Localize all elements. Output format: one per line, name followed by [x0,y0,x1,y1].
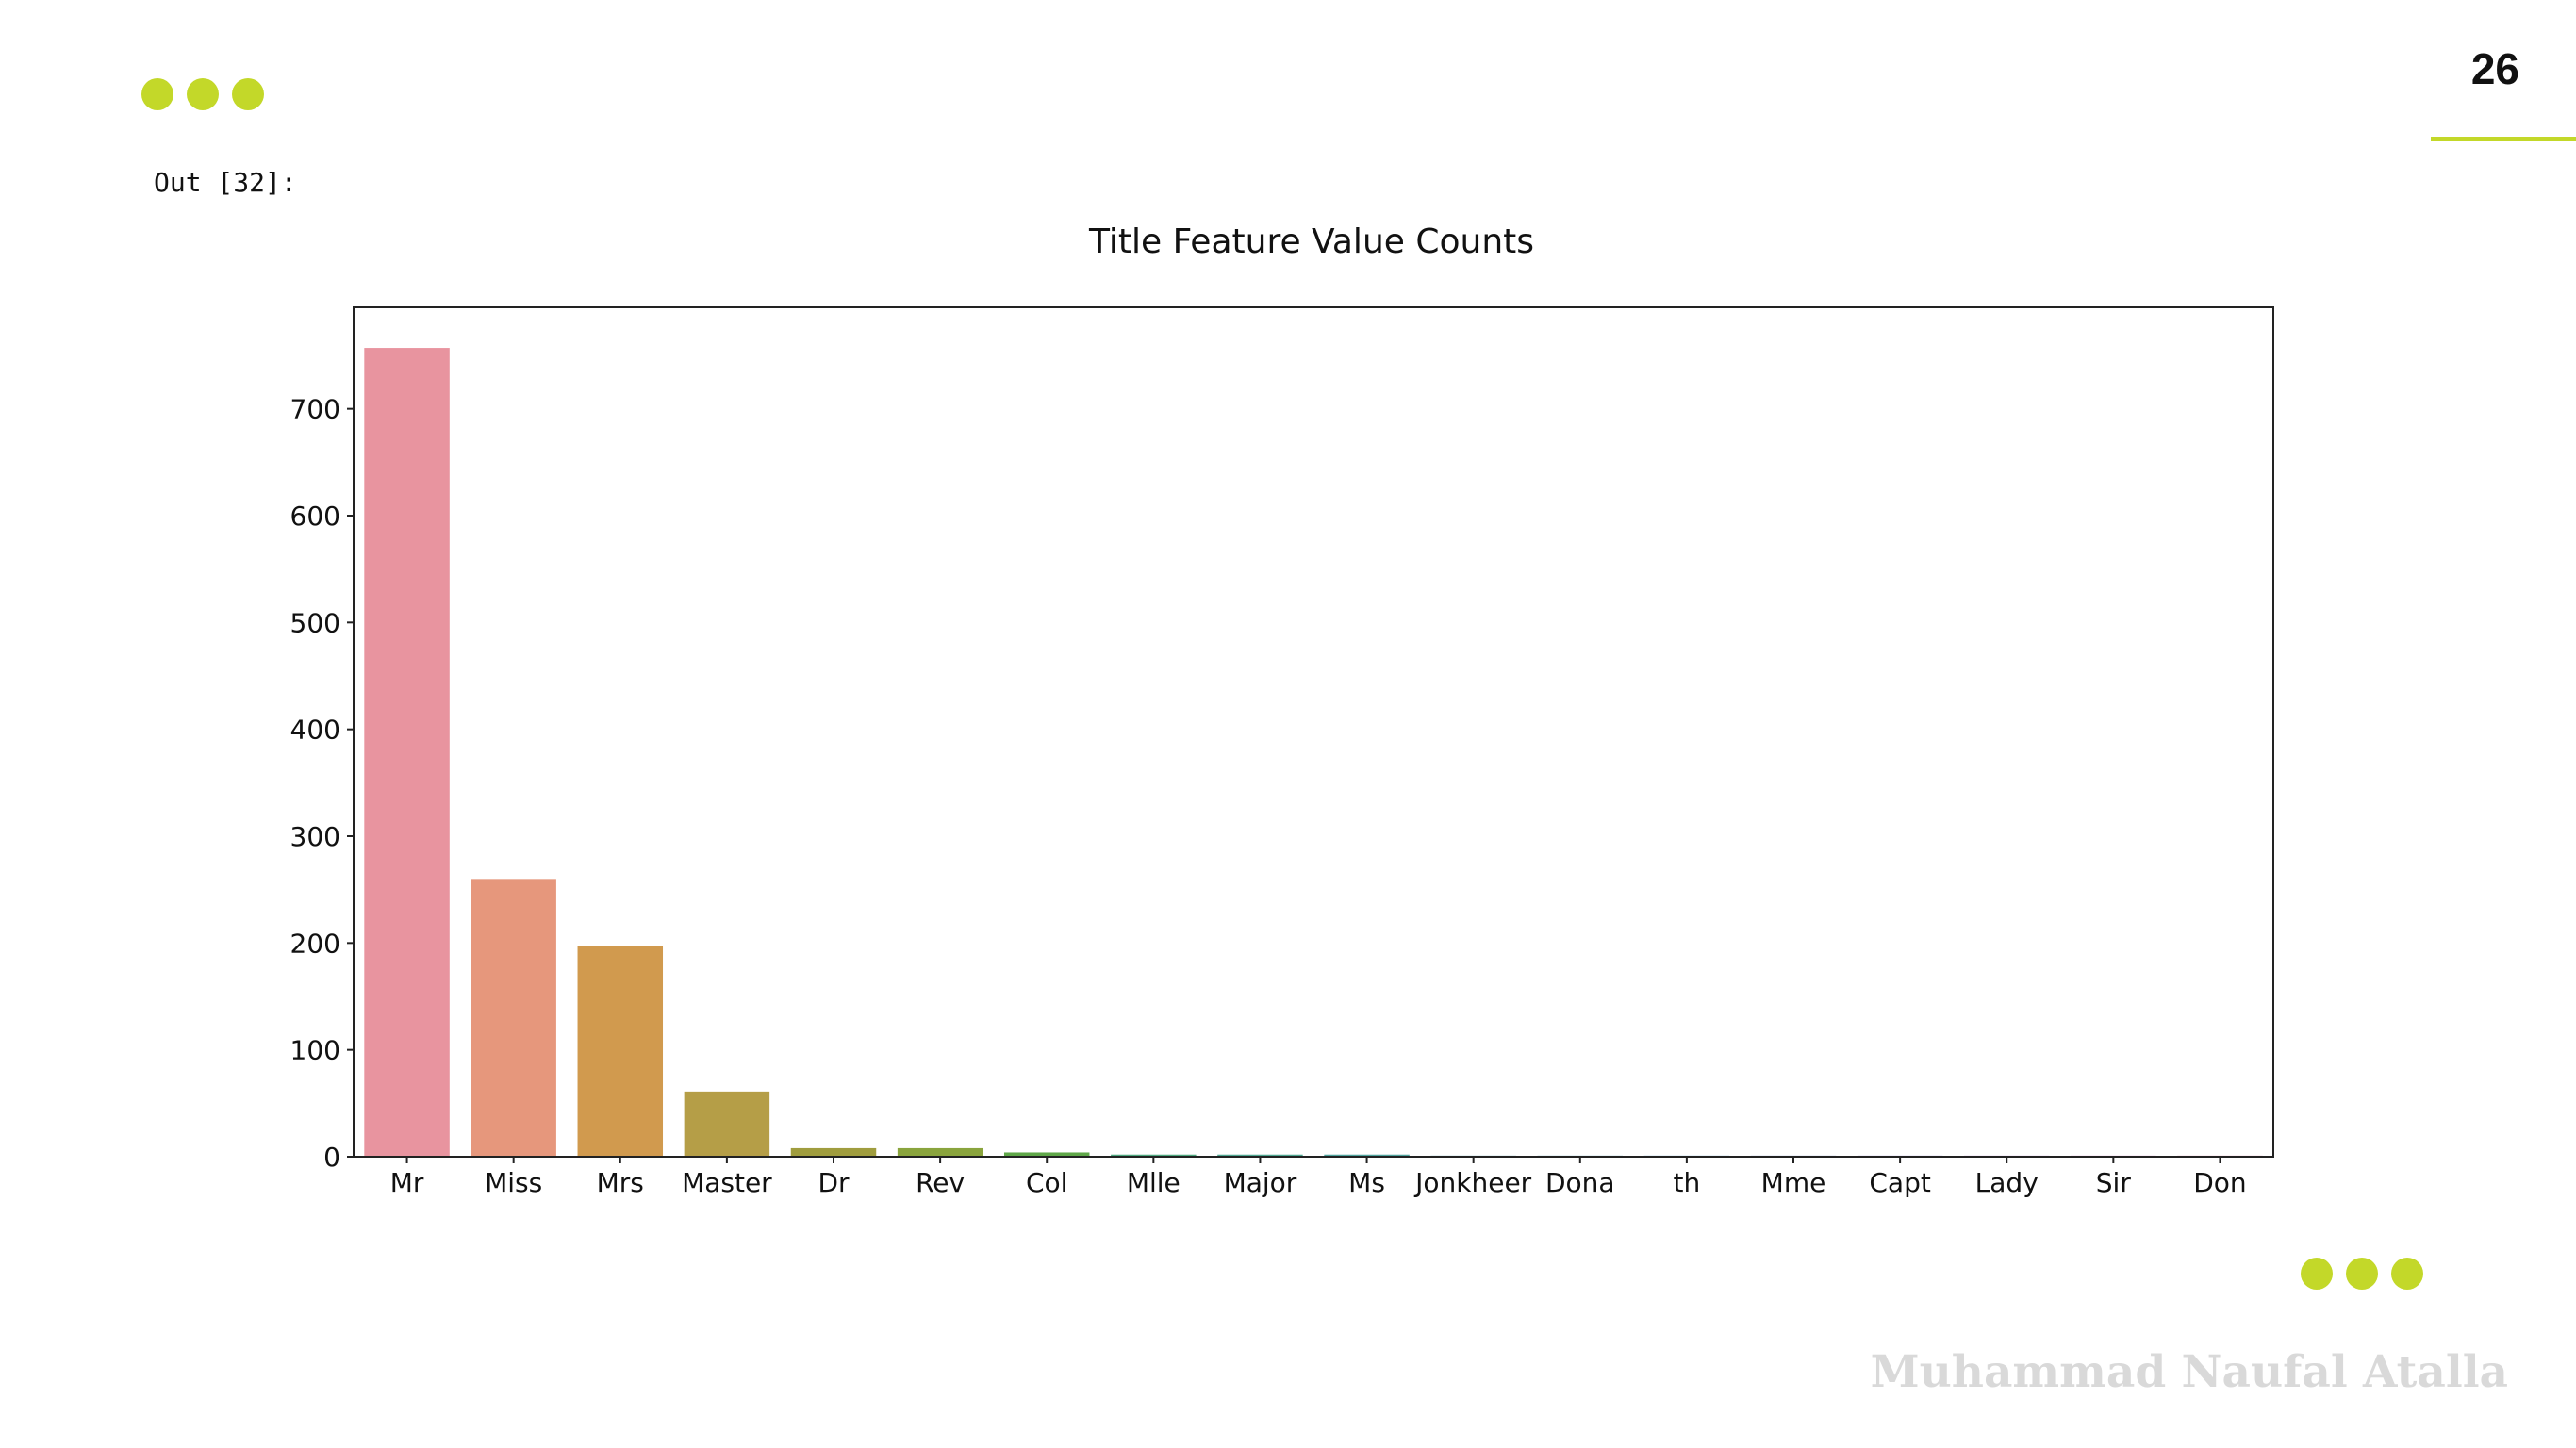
plot-frame [353,306,2274,1158]
y-tick-label: 200 [290,928,340,959]
bar-miss [471,879,556,1157]
x-tick-label: Dr [817,1167,850,1198]
x-tick-label: Mme [1761,1167,1826,1198]
dot [2301,1258,2333,1290]
bar-mlle [1111,1154,1197,1157]
bar-dr [790,1147,877,1157]
x-tick-label: th [1674,1167,1701,1198]
y-tick-label: 300 [290,821,340,852]
y-tick-label: 600 [290,501,340,532]
y-tick-label: 500 [290,607,340,638]
author-watermark: Muhammad Naufal Atalla [1870,1346,2508,1398]
page-number: 26 [2470,44,2519,93]
y-tick-label: 100 [290,1035,340,1066]
x-tick-label: Col [1026,1167,1067,1198]
dot [2346,1258,2378,1290]
dot [187,78,219,110]
x-tick-label: Rev [916,1167,965,1198]
dot [2391,1258,2423,1290]
dot [141,78,173,110]
y-tick-label: 700 [290,394,340,425]
decorative-dots-top [141,78,264,110]
decorative-dots-bottom [2301,1258,2423,1290]
y-tick-label: 400 [290,715,340,746]
bar-mrs [577,946,664,1157]
x-tick-label: Lady [1975,1167,2039,1198]
chart-title: Title Feature Value Counts [1088,222,1534,261]
x-tick-label: Miss [485,1167,542,1198]
output-cell-label: Out [32]: [154,167,297,198]
x-tick-label: Dona [1545,1167,1615,1198]
bar-rev [897,1147,983,1157]
bar-col [1003,1152,1090,1157]
bar-ms [1324,1154,1410,1157]
x-tick-label: Ms [1348,1167,1385,1198]
x-tick-label: Mr [390,1167,424,1198]
x-tick-label: Sir [2096,1167,2132,1198]
x-tick-label: Don [2193,1167,2246,1198]
x-tick-label: Major [1224,1167,1297,1198]
bar-mr [364,348,450,1158]
x-tick-label: Master [682,1167,772,1198]
x-tick-label: Jonkheer [1413,1167,1532,1198]
bar-master [684,1091,770,1157]
x-tick-label: Capt [1869,1167,1930,1198]
page-number-underline [2431,137,2576,141]
x-tick-label: Mlle [1127,1167,1181,1198]
y-tick-label: 0 [323,1142,340,1173]
x-tick-label: Mrs [597,1167,644,1198]
dot [232,78,264,110]
bar-major [1217,1154,1303,1157]
